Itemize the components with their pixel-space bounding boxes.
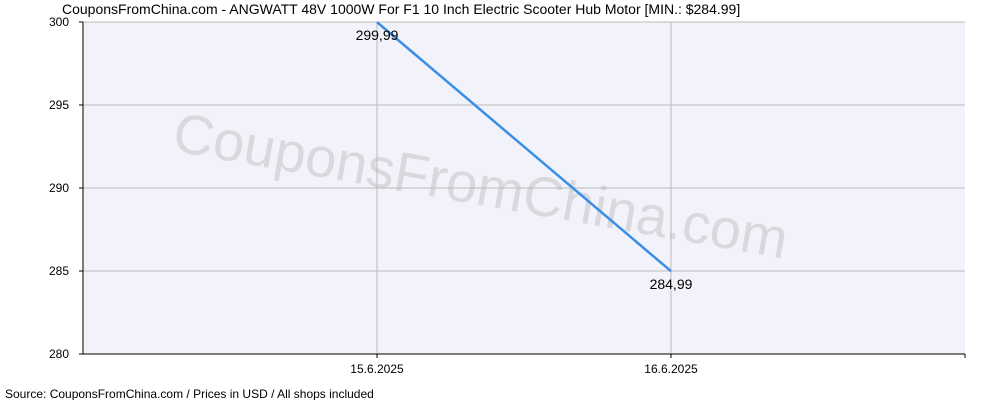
value-label: 299,99 (356, 27, 399, 43)
y-tick-label: 285 (49, 264, 69, 278)
x-tick-label: 15.6.2025 (350, 362, 404, 376)
x-tick-label: 16.6.2025 (644, 362, 698, 376)
price-line (376, 21, 672, 273)
y-tick-label: 300 (49, 15, 69, 29)
value-label: 284,99 (650, 276, 693, 292)
source-note: Source: CouponsFromChina.com / Prices in… (5, 387, 374, 400)
y-tick-label: 280 (49, 347, 69, 361)
chart-title: CouponsFromChina.com - ANGWATT 48V 1000W… (62, 1, 740, 17)
y-tick-label: 295 (49, 98, 69, 112)
y-tick-label: 290 (49, 181, 69, 195)
